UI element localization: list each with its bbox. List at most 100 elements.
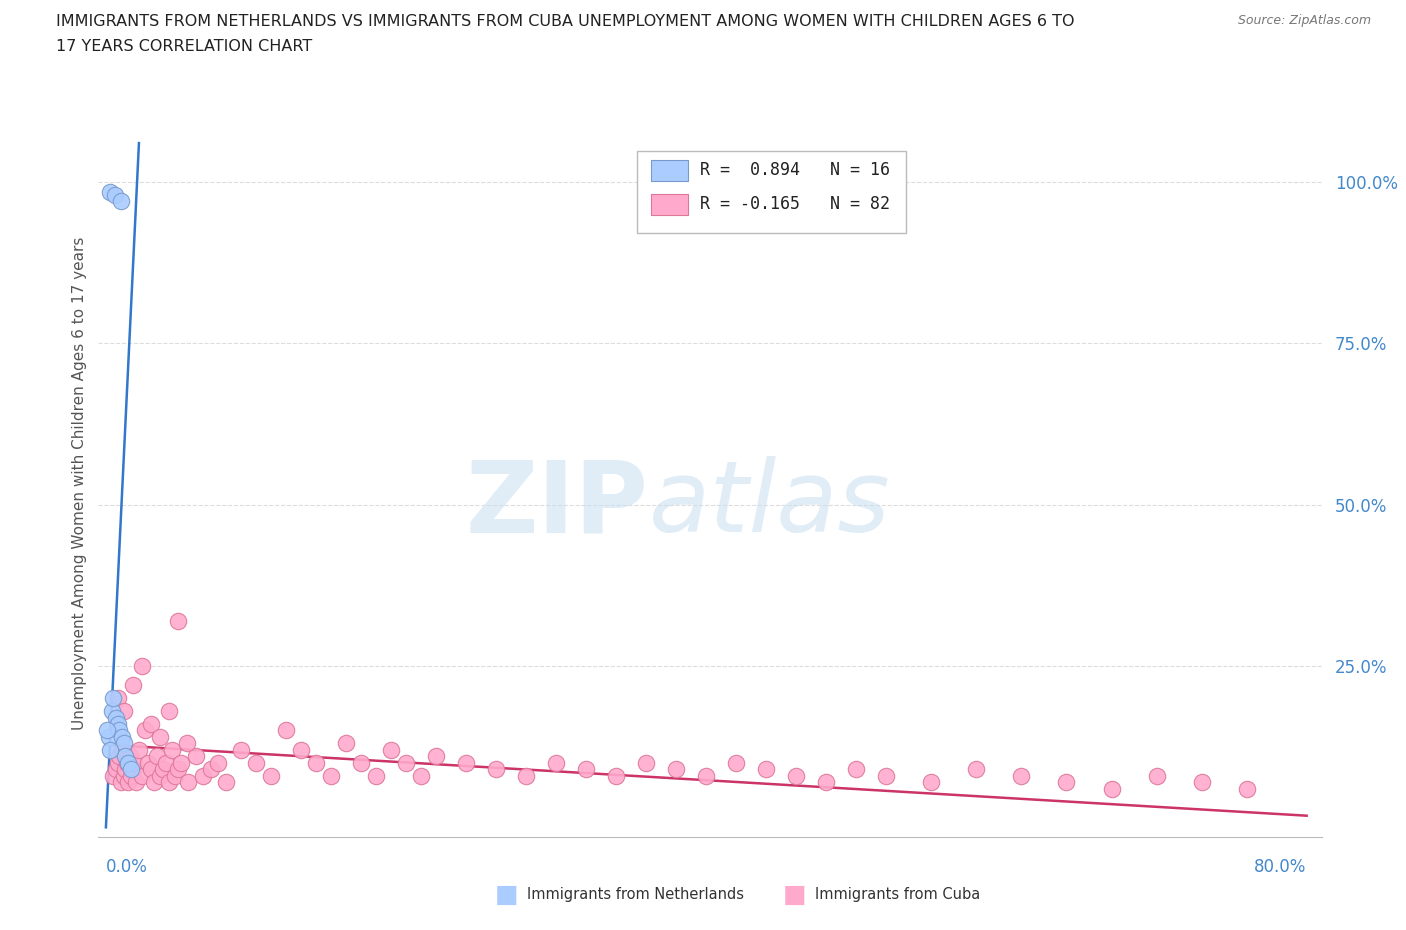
Point <box>152 762 174 777</box>
Text: atlas: atlas <box>648 457 890 553</box>
Point <box>108 749 131 764</box>
Point <box>965 762 987 777</box>
Text: ■: ■ <box>783 883 806 907</box>
FancyBboxPatch shape <box>637 152 905 232</box>
Point <box>117 755 139 770</box>
Point <box>350 755 373 770</box>
Point <box>105 711 128 725</box>
Point <box>100 742 122 757</box>
Point <box>115 755 138 770</box>
Point <box>167 762 190 777</box>
Point <box>163 768 186 783</box>
Point <box>1056 775 1078 790</box>
Point <box>120 768 142 783</box>
Point <box>122 762 145 777</box>
Point <box>122 678 145 693</box>
Point <box>139 717 162 732</box>
Y-axis label: Unemployment Among Women with Children Ages 6 to 17 years: Unemployment Among Women with Children A… <box>72 237 87 730</box>
Text: 17 YEARS CORRELATION CHART: 17 YEARS CORRELATION CHART <box>56 39 312 54</box>
Point <box>167 613 190 628</box>
Point <box>107 717 129 732</box>
Point <box>107 691 129 706</box>
Point <box>131 658 153 673</box>
Point <box>118 749 141 764</box>
Point <box>120 762 142 777</box>
Point <box>456 755 478 770</box>
Point <box>1101 781 1123 796</box>
Point <box>229 742 252 757</box>
Point <box>101 704 124 719</box>
Point <box>290 742 312 757</box>
Point <box>425 749 447 764</box>
Point <box>200 762 222 777</box>
Point <box>149 768 172 783</box>
Point <box>155 755 177 770</box>
Point <box>1236 781 1258 796</box>
Point <box>100 184 122 199</box>
Point <box>96 723 118 737</box>
Text: IMMIGRANTS FROM NETHERLANDS VS IMMIGRANTS FROM CUBA UNEMPLOYMENT AMONG WOMEN WIT: IMMIGRANTS FROM NETHERLANDS VS IMMIGRANT… <box>56 14 1074 29</box>
Point <box>1011 768 1033 783</box>
Point <box>546 755 568 770</box>
Point <box>260 768 283 783</box>
Point <box>411 768 433 783</box>
Point <box>125 775 148 790</box>
Point <box>845 762 868 777</box>
Point <box>485 762 508 777</box>
Point <box>875 768 897 783</box>
Text: Immigrants from Cuba: Immigrants from Cuba <box>815 887 981 902</box>
Point <box>176 736 198 751</box>
Point <box>112 736 135 751</box>
Point <box>335 736 357 751</box>
Point <box>110 193 132 208</box>
Point <box>112 704 135 719</box>
Point <box>785 768 807 783</box>
Point <box>380 742 402 757</box>
Point <box>97 729 120 744</box>
Point <box>815 775 838 790</box>
Text: ■: ■ <box>495 883 517 907</box>
Point <box>395 755 418 770</box>
Point <box>104 187 127 202</box>
Point <box>245 755 267 770</box>
Text: 0.0%: 0.0% <box>105 858 148 876</box>
Point <box>515 768 537 783</box>
Point <box>136 755 159 770</box>
Point <box>274 723 297 737</box>
Text: Immigrants from Netherlands: Immigrants from Netherlands <box>527 887 744 902</box>
Point <box>184 749 207 764</box>
Point <box>110 775 132 790</box>
Point <box>134 723 156 737</box>
Point <box>575 762 598 777</box>
Point <box>364 768 387 783</box>
Point <box>157 775 180 790</box>
Text: R =  0.894   N = 16: R = 0.894 N = 16 <box>700 161 890 179</box>
Point <box>108 723 131 737</box>
Point <box>112 768 135 783</box>
Point <box>111 729 134 744</box>
Point <box>170 755 193 770</box>
Point <box>665 762 688 777</box>
Point <box>1146 768 1168 783</box>
FancyBboxPatch shape <box>651 160 688 181</box>
Point <box>920 775 942 790</box>
Point <box>146 749 169 764</box>
Point <box>157 704 180 719</box>
Point <box>105 762 128 777</box>
Point <box>103 691 125 706</box>
Point <box>193 768 215 783</box>
Point <box>139 762 162 777</box>
FancyBboxPatch shape <box>651 193 688 215</box>
Text: R = -0.165   N = 82: R = -0.165 N = 82 <box>700 195 890 213</box>
Text: Source: ZipAtlas.com: Source: ZipAtlas.com <box>1237 14 1371 27</box>
Point <box>215 775 238 790</box>
Point <box>605 768 627 783</box>
Text: ZIP: ZIP <box>465 457 648 553</box>
Point <box>114 749 136 764</box>
Point <box>1191 775 1213 790</box>
Point <box>107 755 129 770</box>
Point <box>636 755 658 770</box>
Point <box>128 742 150 757</box>
Point <box>305 755 328 770</box>
Point <box>207 755 229 770</box>
